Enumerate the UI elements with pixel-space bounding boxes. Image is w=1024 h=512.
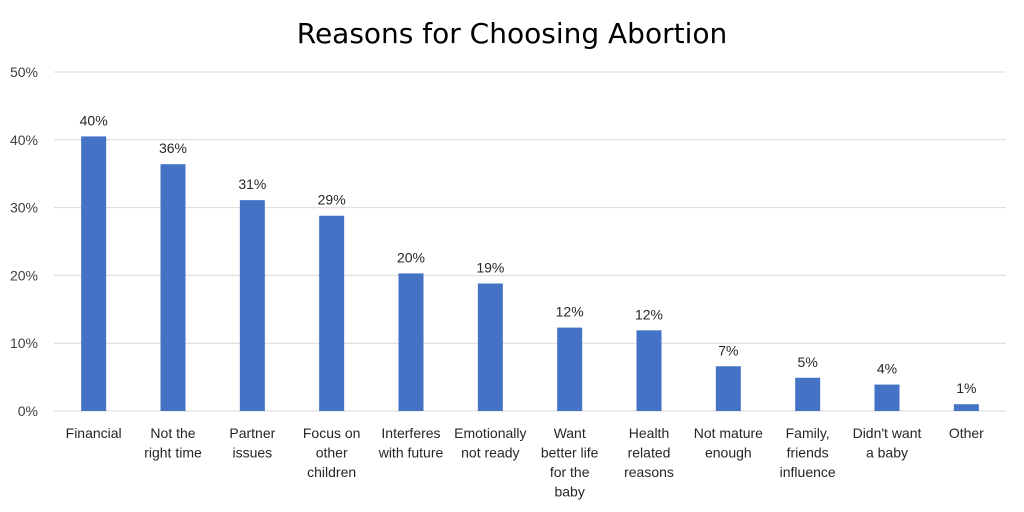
bar xyxy=(319,215,345,411)
bar xyxy=(795,377,821,411)
x-tick-label: Health related reasons xyxy=(624,425,674,480)
data-labels: 40% 36% 31% 29% 20% 19% 12% 12% 7% 5% 4% 1% xyxy=(80,112,977,396)
x-tick-label: Partner issues xyxy=(229,425,275,461)
x-tick-label: Focus on other children xyxy=(303,425,361,480)
bar xyxy=(636,330,662,411)
y-axis: 0% 10% 20% 30% 40% 50% xyxy=(10,64,38,419)
data-label: 19% xyxy=(476,260,504,276)
data-label: 29% xyxy=(318,192,346,208)
data-label: 5% xyxy=(798,354,818,370)
y-tick-label: 30% xyxy=(10,200,38,216)
y-tick-label: 10% xyxy=(10,335,38,351)
bar xyxy=(477,283,503,411)
x-tick-label: Not the right time xyxy=(144,425,202,461)
data-label: 4% xyxy=(877,361,897,377)
bar xyxy=(239,200,265,411)
data-label: 36% xyxy=(159,140,187,156)
x-tick-label: Interferes with future xyxy=(378,425,444,461)
x-tick-label: Other xyxy=(949,425,984,441)
y-tick-label: 50% xyxy=(10,64,38,80)
x-tick-label: Financial xyxy=(66,425,122,441)
chart-title: Reasons for Choosing Abortion xyxy=(297,17,728,50)
bar xyxy=(398,273,424,411)
bars xyxy=(81,136,979,411)
bar xyxy=(874,384,900,411)
data-label: 1% xyxy=(956,380,976,396)
x-tick-label: Not mature enough xyxy=(694,425,763,461)
x-axis: Financial Not the right time Partner issues F… xyxy=(66,425,985,500)
y-tick-label: 40% xyxy=(10,132,38,148)
bar xyxy=(557,327,583,411)
x-tick-label: Want better life for the baby xyxy=(541,425,599,500)
bar xyxy=(715,366,741,411)
data-label: 20% xyxy=(397,249,425,265)
data-label: 31% xyxy=(238,176,266,192)
bar xyxy=(160,164,186,411)
bar xyxy=(953,404,979,411)
data-label: 7% xyxy=(718,342,738,358)
x-tick-label: Emotionally not ready xyxy=(454,425,526,461)
data-label: 12% xyxy=(556,304,584,320)
x-tick-label: Family, friends influence xyxy=(780,425,836,480)
bar xyxy=(81,136,107,411)
x-tick-label: Didn't want a baby xyxy=(853,425,922,461)
y-tick-label: 20% xyxy=(10,267,38,283)
data-label: 12% xyxy=(635,306,663,322)
gridlines xyxy=(54,71,1006,412)
y-tick-label: 0% xyxy=(18,403,38,419)
data-label: 40% xyxy=(80,112,108,128)
